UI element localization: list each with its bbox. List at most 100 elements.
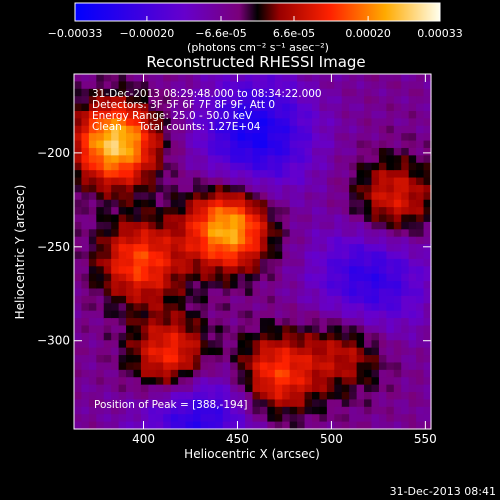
heatmap-cell: [155, 251, 164, 260]
heatmap-cell: [334, 118, 343, 127]
heatmap-cell: [267, 103, 276, 112]
heatmap-cell: [341, 103, 350, 112]
heatmap-cell: [88, 318, 97, 327]
heatmap-cell: [289, 184, 298, 193]
heatmap-cell: [74, 184, 83, 193]
heatmap-cell: [393, 244, 402, 253]
heatmap-cell: [401, 236, 410, 245]
heatmap-cell: [215, 303, 224, 312]
heatmap-cell: [245, 192, 254, 201]
heatmap-cell: [178, 214, 187, 223]
heatmap-cell: [103, 384, 112, 393]
heatmap-cell: [267, 81, 276, 90]
heatmap-cell: [364, 258, 373, 267]
heatmap-cell: [155, 347, 164, 356]
heatmap-cell: [140, 110, 149, 119]
heatmap-cell: [118, 236, 127, 245]
heatmap-cell: [393, 74, 402, 82]
heatmap-cell: [408, 355, 417, 364]
heatmap-cell: [326, 155, 335, 164]
heatmap-cell: [423, 258, 432, 267]
heatmap-cell: [378, 177, 387, 186]
heatmap-cell: [401, 355, 410, 364]
heatmap-cell: [341, 125, 350, 134]
heatmap-cell: [237, 184, 246, 193]
heatmap-cell: [378, 325, 387, 334]
heatmap-cell: [393, 162, 402, 171]
heatmap-cell: [215, 155, 224, 164]
heatmap-cell: [163, 369, 172, 378]
x-tick-label: 500: [320, 432, 343, 446]
heatmap-cell: [274, 229, 283, 238]
heatmap-cell: [81, 318, 90, 327]
heatmap-cell: [103, 177, 112, 186]
heatmap-cell: [416, 147, 425, 156]
heatmap-cell: [393, 125, 402, 134]
heatmap-cell: [349, 229, 358, 238]
heatmap-cell: [371, 325, 380, 334]
heatmap-cell: [103, 251, 112, 260]
heatmap-cell: [103, 133, 112, 142]
heatmap-cell: [408, 155, 417, 164]
heatmap-cell: [207, 125, 216, 134]
heatmap-cell: [200, 103, 209, 112]
heatmap-cell: [215, 244, 224, 253]
heatmap-cell: [267, 399, 276, 408]
heatmap-cell: [349, 266, 358, 275]
heatmap-cell: [378, 318, 387, 327]
heatmap-cell: [126, 103, 135, 112]
heatmap-cell: [326, 229, 335, 238]
heatmap-cell: [215, 118, 224, 127]
heatmap-cell: [349, 81, 358, 90]
annotation-detectors: Detectors: 3F 5F 6F 7F 8F 9F, Att 0: [92, 99, 275, 111]
heatmap-cell: [356, 118, 365, 127]
heatmap-cell: [103, 199, 112, 208]
heatmap-cell: [178, 421, 187, 430]
heatmap-cell: [416, 236, 425, 245]
heatmap-cell: [408, 221, 417, 230]
heatmap-cell: [230, 155, 239, 164]
heatmap-cell: [252, 310, 261, 319]
heatmap-cell: [267, 221, 276, 230]
heatmap-cell: [126, 377, 135, 386]
heatmap-cell: [267, 96, 276, 105]
heatmap-cell: [163, 229, 172, 238]
heatmap-cell: [178, 192, 187, 201]
heatmap-cell: [193, 266, 202, 275]
heatmap-cell: [356, 192, 365, 201]
heatmap-cell: [111, 258, 120, 267]
heatmap-cell: [349, 199, 358, 208]
heatmap-cell: [185, 421, 194, 430]
heatmap-cell: [155, 421, 164, 430]
heatmap-cell: [237, 281, 246, 290]
heatmap-cell: [334, 362, 343, 371]
heatmap-cell: [274, 318, 283, 327]
heatmap-cell: [289, 288, 298, 297]
heatmap-cell: [185, 162, 194, 171]
heatmap-cell: [133, 266, 142, 275]
heatmap-cell: [163, 392, 172, 401]
heatmap-cell: [289, 377, 298, 386]
heatmap-cell: [334, 347, 343, 356]
heatmap-cell: [163, 340, 172, 349]
colorbar: [74, 2, 441, 22]
heatmap-cell: [148, 369, 157, 378]
heatmap-cell: [118, 318, 127, 327]
heatmap-cell: [252, 273, 261, 282]
heatmap-cell: [334, 199, 343, 208]
heatmap-cell: [222, 303, 231, 312]
y-axis-ticks: −200−250−300: [37, 146, 431, 348]
heatmap-cell: [408, 310, 417, 319]
heatmap-cell: [178, 251, 187, 260]
heatmap-cell: [423, 362, 432, 371]
heatmap-cell: [378, 377, 387, 386]
heatmap-cell: [378, 406, 387, 415]
heatmap-cell: [111, 421, 120, 430]
heatmap-cell: [349, 340, 358, 349]
heatmap-cell: [364, 288, 373, 297]
heatmap-cell: [267, 369, 276, 378]
heatmap-cell: [193, 214, 202, 223]
heatmap-cell: [140, 414, 149, 423]
heatmap-cell: [148, 310, 157, 319]
heatmap-cell: [319, 288, 328, 297]
